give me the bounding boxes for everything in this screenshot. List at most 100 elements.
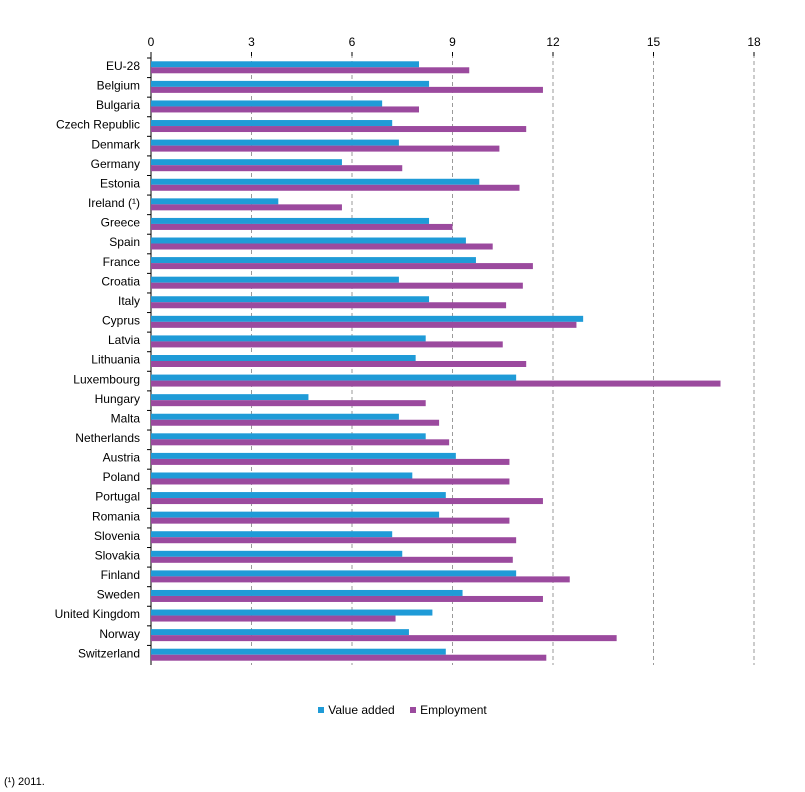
bar-employment xyxy=(151,654,547,661)
bar-value-added xyxy=(151,355,416,361)
bar-employment xyxy=(151,400,426,407)
category-label: EU-28 xyxy=(106,59,140,73)
bar-value-added xyxy=(151,80,430,87)
bar-employment xyxy=(151,556,513,563)
legend-item-employment: Employment xyxy=(410,703,487,717)
x-tick-label-9: 9 xyxy=(449,35,456,49)
x-tick-label-0: 0 xyxy=(148,35,155,49)
bar-employment xyxy=(151,341,503,348)
bar-employment xyxy=(151,145,500,152)
category-label: Romania xyxy=(92,509,140,523)
bar-employment xyxy=(151,595,543,602)
category-label: United Kingdom xyxy=(55,607,140,621)
bar-employment xyxy=(151,615,396,622)
bar-employment xyxy=(151,243,493,250)
category-label: Netherlands xyxy=(75,431,140,445)
bar-value-added xyxy=(151,570,517,577)
bar-employment xyxy=(151,361,527,367)
bar-employment xyxy=(151,282,523,289)
category-label: Denmark xyxy=(91,137,141,151)
category-label: Sweden xyxy=(97,588,140,602)
category-label: Germany xyxy=(91,157,140,171)
legend-item-value-added: Value added xyxy=(318,703,395,717)
bar-employment xyxy=(151,537,517,544)
bar-value-added xyxy=(151,511,440,518)
bar-value-added xyxy=(151,452,456,459)
bar-value-added xyxy=(151,394,309,401)
category-label: Malta xyxy=(111,411,141,425)
bar-employment xyxy=(151,263,533,270)
category-label: Finland xyxy=(101,568,140,582)
bar-employment xyxy=(151,321,577,328)
bar-employment xyxy=(151,223,453,230)
x-tick-label-18: 18 xyxy=(747,35,761,49)
x-tick-label-12: 12 xyxy=(546,35,560,49)
legend: Value added Employment xyxy=(0,703,805,717)
category-label: France xyxy=(103,255,141,269)
category-label: Norway xyxy=(99,627,140,641)
bar-value-added xyxy=(151,629,409,636)
bar-value-added xyxy=(151,413,399,420)
bar-value-added xyxy=(151,257,476,264)
bar-value-added xyxy=(151,120,393,127)
category-label: Bulgaria xyxy=(96,98,140,112)
bar-value-added xyxy=(151,100,383,107)
category-label: Lithuania xyxy=(91,353,140,367)
category-label: Slovakia xyxy=(95,548,141,562)
bar-value-added xyxy=(151,589,463,596)
bar-employment xyxy=(151,498,543,505)
bar-employment xyxy=(151,419,440,426)
category-label: Greece xyxy=(101,216,141,230)
legend-label-value-added: Value added xyxy=(328,703,395,717)
bar-value-added xyxy=(151,217,430,224)
bar-value-added xyxy=(151,61,419,68)
x-tick-label-15: 15 xyxy=(647,35,661,49)
bar-employment xyxy=(151,302,507,309)
category-label: Czech Republic xyxy=(56,118,140,132)
bar-value-added xyxy=(151,296,430,303)
bar-value-added xyxy=(151,550,403,557)
bar-employment xyxy=(151,635,617,642)
bar-value-added xyxy=(151,276,399,283)
bar-value-added xyxy=(151,492,446,499)
bar-employment xyxy=(151,439,450,446)
bar-value-added xyxy=(151,531,393,538)
bar-value-added xyxy=(151,433,426,440)
bar-value-added xyxy=(151,237,466,244)
bar-employment xyxy=(151,86,543,93)
bar-value-added xyxy=(151,198,279,205)
legend-label-employment: Employment xyxy=(420,703,487,717)
bar-employment xyxy=(151,380,721,387)
bar-value-added xyxy=(151,139,399,146)
bar-value-added xyxy=(151,648,446,655)
bar-chart: 0 3 6 9 12 15 18 EU-28 Belgium Bulgaria Czech Repu… xyxy=(55,35,761,665)
bar-value-added xyxy=(151,374,517,381)
bar-employment xyxy=(151,458,510,465)
category-label: Hungary xyxy=(95,392,140,406)
bar-value-added xyxy=(151,335,426,342)
bar-value-added xyxy=(151,609,433,616)
category-label: Austria xyxy=(103,451,141,465)
category-label: Poland xyxy=(103,470,140,484)
bar-value-added xyxy=(151,472,413,479)
category-label: Cyprus xyxy=(102,314,140,328)
category-label: Spain xyxy=(109,235,140,249)
x-tick-label-3: 3 xyxy=(248,35,255,49)
legend-swatch-value-added xyxy=(318,707,325,713)
category-label: Belgium xyxy=(97,79,140,93)
bar-employment xyxy=(151,204,342,211)
bar-value-added xyxy=(151,159,342,166)
bar-employment xyxy=(151,576,570,583)
bar-employment xyxy=(151,478,510,485)
bar-employment xyxy=(151,67,470,74)
category-label: Switzerland xyxy=(78,646,140,660)
legend-swatch-employment xyxy=(410,707,417,713)
x-tick-label-6: 6 xyxy=(349,35,356,49)
category-label: Portugal xyxy=(95,490,140,504)
bar-employment xyxy=(151,126,527,133)
bar-value-added xyxy=(151,178,480,185)
category-label: Estonia xyxy=(100,176,140,190)
category-label: Italy xyxy=(118,294,140,308)
footnote: (¹) 2011. xyxy=(4,776,45,788)
category-label: Ireland (¹) xyxy=(88,196,140,210)
